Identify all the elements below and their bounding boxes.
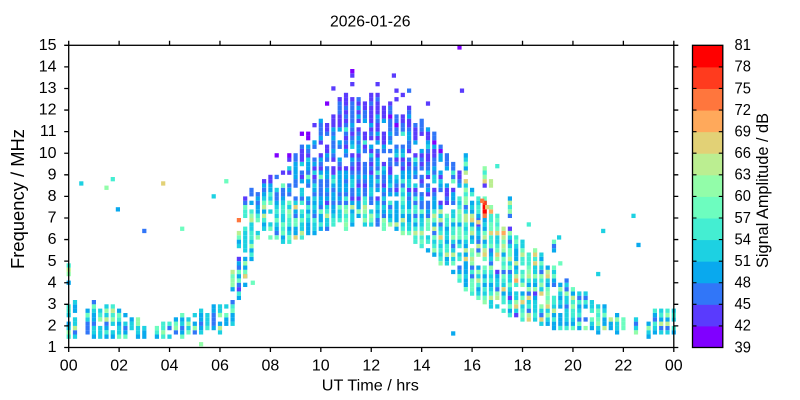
svg-text:06: 06: [211, 358, 229, 375]
svg-text:42: 42: [735, 318, 751, 335]
svg-text:9: 9: [48, 166, 57, 183]
svg-text:60: 60: [735, 188, 751, 205]
svg-text:Signal Amplitude / dB: Signal Amplitude / dB: [754, 113, 772, 268]
svg-text:51: 51: [735, 253, 751, 270]
svg-text:18: 18: [514, 358, 532, 375]
svg-text:4: 4: [48, 274, 57, 291]
svg-text:15: 15: [39, 37, 57, 54]
svg-text:00: 00: [665, 358, 683, 375]
svg-text:48: 48: [735, 275, 751, 292]
svg-text:Frequency / MHz: Frequency / MHz: [8, 129, 28, 269]
svg-text:2: 2: [48, 318, 57, 335]
svg-text:57: 57: [735, 210, 751, 227]
svg-text:45: 45: [735, 296, 751, 313]
svg-text:14: 14: [413, 358, 431, 375]
svg-text:5: 5: [48, 253, 57, 270]
svg-text:04: 04: [161, 358, 179, 375]
svg-text:22: 22: [614, 358, 632, 375]
svg-text:12: 12: [39, 102, 57, 119]
svg-text:81: 81: [735, 37, 751, 54]
svg-text:8: 8: [48, 188, 57, 205]
svg-text:78: 78: [735, 59, 751, 76]
svg-text:63: 63: [735, 167, 751, 184]
svg-text:2026-01-26: 2026-01-26: [330, 14, 411, 31]
svg-text:00: 00: [60, 358, 78, 375]
svg-text:54: 54: [735, 231, 751, 248]
svg-text:11: 11: [40, 123, 57, 140]
svg-text:7: 7: [48, 210, 57, 227]
svg-text:66: 66: [735, 145, 751, 162]
svg-text:02: 02: [110, 358, 128, 375]
svg-text:13: 13: [39, 80, 57, 97]
svg-text:10: 10: [39, 145, 57, 162]
svg-text:69: 69: [735, 123, 751, 140]
svg-text:UT Time / hrs: UT Time / hrs: [322, 378, 419, 395]
svg-text:72: 72: [735, 102, 751, 119]
svg-text:1: 1: [48, 339, 57, 356]
svg-text:39: 39: [735, 339, 751, 356]
svg-text:6: 6: [48, 231, 57, 248]
svg-text:75: 75: [735, 80, 751, 97]
svg-text:12: 12: [362, 358, 380, 375]
svg-text:3: 3: [48, 296, 57, 313]
svg-text:14: 14: [39, 58, 57, 75]
svg-text:16: 16: [463, 358, 481, 375]
svg-text:10: 10: [312, 358, 330, 375]
svg-text:08: 08: [262, 358, 280, 375]
svg-text:20: 20: [564, 358, 582, 375]
